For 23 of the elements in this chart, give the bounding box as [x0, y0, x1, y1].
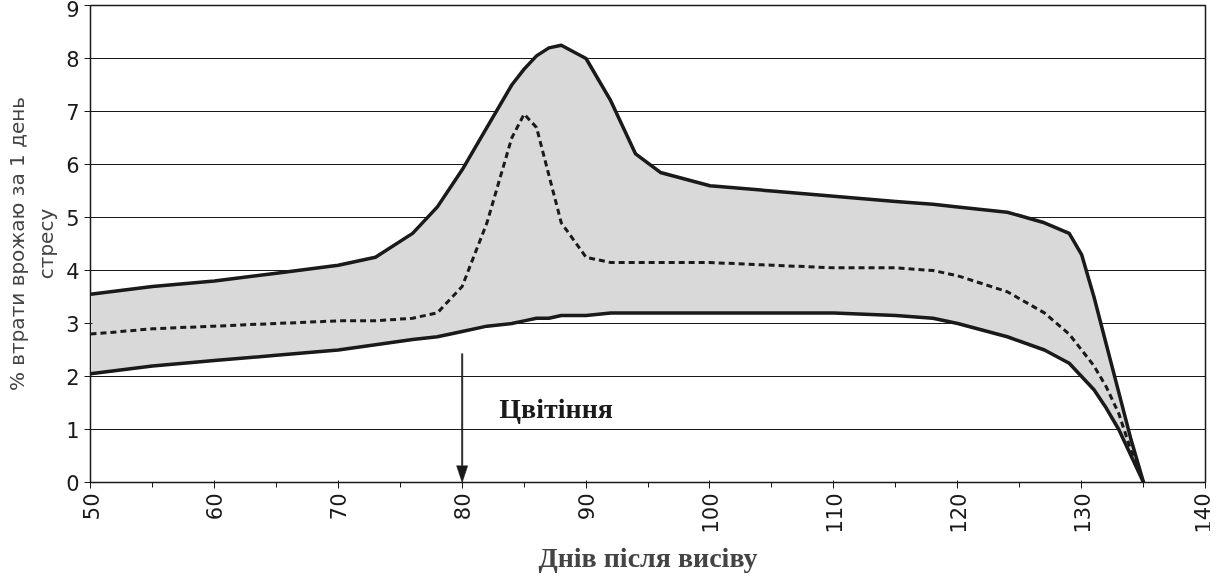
x-tick-label: 100	[698, 493, 723, 534]
y-tick-label: 2	[66, 365, 80, 390]
y-tick-label: 0	[66, 471, 80, 496]
x-tick-label: 130	[1070, 493, 1095, 534]
y-tick-label: 9	[66, 0, 80, 22]
x-tick-label: 50	[79, 493, 104, 521]
y-tick-label: 1	[66, 418, 80, 443]
y-tick-label: 7	[66, 100, 80, 125]
x-tick-label: 110	[822, 493, 847, 534]
y-tick-label: 3	[66, 312, 80, 337]
x-tick-label: 70	[327, 493, 352, 521]
x-tick-label: 120	[946, 493, 971, 534]
x-tick-label: 90	[575, 493, 600, 521]
x-tick-label: 60	[203, 493, 228, 521]
x-tick-label: 80	[451, 493, 476, 521]
y-tick-label: 6	[66, 153, 80, 178]
ref-line-label: Цвітіння	[499, 393, 613, 425]
x-tick-label: 140	[1191, 493, 1216, 534]
y-tick-label: 5	[66, 206, 80, 231]
y-tick-label: 8	[66, 47, 80, 72]
y-axis-title: % втрати врожаю за 1 день стресу	[5, 96, 59, 392]
x-axis-title: Днів після висіву	[538, 541, 758, 573]
y-tick-label: 4	[66, 259, 80, 284]
